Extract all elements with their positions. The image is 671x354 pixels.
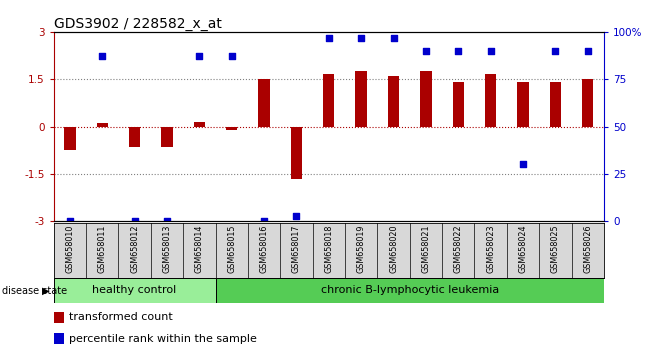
Text: GSM658024: GSM658024 (519, 225, 527, 273)
Text: ▶: ▶ (42, 286, 49, 296)
Point (291, 213, 302, 218)
Text: GSM658013: GSM658013 (162, 225, 172, 273)
Text: GSM658014: GSM658014 (195, 225, 204, 273)
Point (421, 48, 431, 53)
Text: transformed count: transformed count (69, 312, 173, 322)
Text: GSM658021: GSM658021 (421, 225, 430, 273)
Point (388, 35, 399, 40)
Bar (54, 333, 64, 344)
Bar (550, 82, 561, 127)
Text: GSM658016: GSM658016 (260, 225, 268, 273)
Bar (420, 71, 431, 127)
Point (582, 48, 593, 53)
Bar (194, 122, 205, 127)
Bar (54, 278, 215, 303)
Bar (161, 127, 172, 147)
Text: GDS3902 / 228582_x_at: GDS3902 / 228582_x_at (54, 17, 221, 31)
Text: healthy control: healthy control (93, 285, 176, 295)
Point (97, 54, 107, 59)
Bar (54, 312, 64, 323)
Text: chronic B-lymphocytic leukemia: chronic B-lymphocytic leukemia (321, 285, 499, 295)
Bar (226, 127, 238, 130)
Text: GSM658023: GSM658023 (486, 225, 495, 273)
Point (485, 48, 496, 53)
Bar (582, 79, 593, 127)
Point (162, 218, 172, 224)
Text: percentile rank within the sample: percentile rank within the sample (69, 334, 257, 344)
Text: GSM658020: GSM658020 (389, 225, 398, 273)
Text: GSM658026: GSM658026 (583, 225, 592, 273)
Bar (356, 71, 367, 127)
Text: disease state: disease state (2, 286, 67, 296)
Point (550, 48, 561, 53)
Point (194, 54, 205, 59)
Bar (388, 76, 399, 127)
Point (453, 48, 464, 53)
Bar (97, 124, 108, 127)
Point (226, 54, 237, 59)
Text: GSM658022: GSM658022 (454, 225, 463, 273)
Point (130, 218, 140, 224)
Bar (452, 82, 464, 127)
Bar (129, 127, 140, 147)
Bar (517, 82, 529, 127)
Bar (215, 278, 604, 303)
Bar (323, 74, 334, 127)
Text: GSM658011: GSM658011 (98, 225, 107, 273)
Text: GSM658018: GSM658018 (324, 225, 333, 273)
Text: GSM658025: GSM658025 (551, 225, 560, 273)
Text: GSM658015: GSM658015 (227, 225, 236, 273)
Point (517, 161, 528, 167)
Text: GSM658019: GSM658019 (357, 225, 366, 273)
Bar (485, 74, 497, 127)
Point (64, 218, 75, 224)
Point (356, 35, 366, 40)
Text: GSM658010: GSM658010 (65, 225, 74, 273)
Bar (64, 127, 76, 150)
Point (259, 218, 270, 224)
Text: GSM658017: GSM658017 (292, 225, 301, 273)
Bar (258, 79, 270, 127)
Text: GSM658012: GSM658012 (130, 225, 139, 273)
Point (323, 35, 334, 40)
Bar (291, 127, 302, 179)
